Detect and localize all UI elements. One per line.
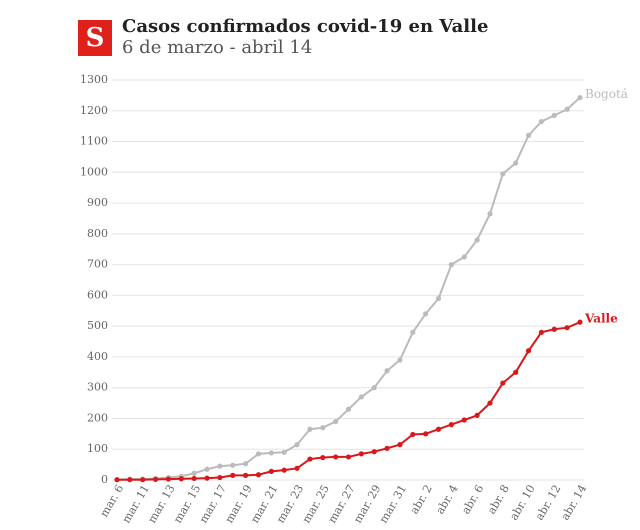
point [461,254,467,260]
point [525,348,532,354]
point [423,431,429,437]
logo-box [78,20,112,56]
point [538,329,545,335]
point [333,418,339,425]
point [230,472,236,478]
point [307,456,313,462]
point [410,329,416,335]
point [152,476,159,482]
point [525,132,532,138]
x-tick-label: abr. 14 [559,482,590,522]
chart-subtitle: 6 de marzo - abril 14 [122,37,312,58]
x-tick-label: abr. 8 [485,483,512,517]
point [294,465,300,471]
point [345,454,352,460]
point [500,380,506,386]
point [371,385,377,391]
point [333,454,339,460]
point [538,118,545,125]
point [461,417,467,423]
point [564,325,570,331]
point [204,466,210,472]
point [384,445,390,451]
point [191,470,197,476]
y-tick-label: 600 [87,288,108,301]
y-tick-label: 400 [87,350,108,363]
point [178,476,184,482]
y-tick-label: 700 [87,258,108,271]
y-tick-label: 100 [87,442,108,455]
y-tick-label: 800 [87,227,108,240]
point [307,426,313,432]
point [577,319,583,325]
point [320,425,326,431]
point [255,451,262,457]
point [294,442,300,448]
point [114,477,120,483]
point [513,369,519,375]
point [435,295,442,302]
y-tick-label: 0 [101,473,108,486]
point [165,476,172,482]
point [127,477,133,483]
point [487,211,493,217]
point [551,326,557,332]
legend-label: Bogotá [585,87,628,101]
point [448,262,454,268]
point [345,406,352,412]
y-tick-label: 1100 [80,135,108,148]
point [217,474,223,481]
point [487,400,493,406]
point [255,472,262,478]
x-tick-label: abr. 4 [433,483,460,517]
point [577,94,583,101]
point [435,426,442,432]
point [268,468,274,474]
logo: S [86,23,105,53]
point [448,422,454,428]
y-tick-label: 1000 [80,165,108,178]
point [217,463,223,469]
point [268,450,274,456]
point [500,171,506,177]
point [384,368,390,374]
x-tick-label: abr. 6 [459,482,486,516]
y-tick-label: 1200 [80,104,108,117]
point [320,454,326,461]
legend-label: Valle [584,312,618,326]
point [397,357,403,363]
point [358,451,364,457]
point [140,477,146,483]
y-tick-label: 500 [87,319,108,332]
point [358,394,364,400]
point [410,431,416,438]
point [243,461,249,467]
point [371,449,377,455]
y-tick-label: 1300 [80,73,108,86]
point [191,475,197,482]
line [116,96,581,481]
point [474,237,480,243]
point [397,442,403,448]
point [513,160,519,166]
point [281,449,287,455]
point [204,475,210,481]
point [564,106,570,112]
point [423,311,429,317]
point [243,472,249,478]
chart-title: Casos confirmados covid-19 en Valle [122,16,488,37]
x-tick-label: abr. 2 [408,483,435,517]
y-tick-label: 200 [87,411,108,424]
point [551,112,557,118]
point [281,467,287,473]
point [474,412,480,418]
y-tick-label: 300 [87,381,108,394]
y-tick-label: 900 [87,196,108,209]
point [230,462,236,468]
